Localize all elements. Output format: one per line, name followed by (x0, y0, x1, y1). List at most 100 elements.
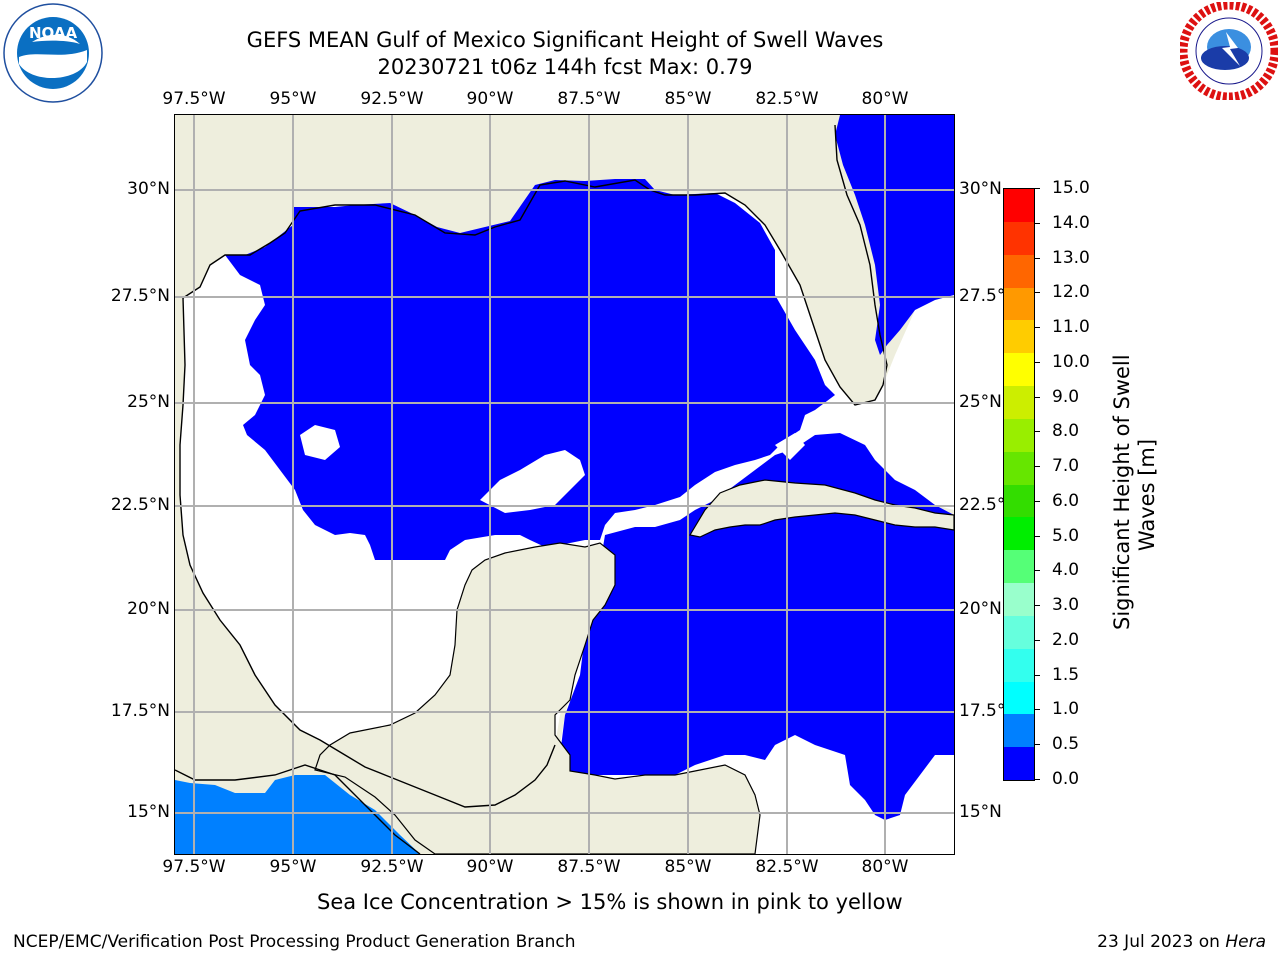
swell-field-pacific (175, 775, 420, 854)
colorbar-segment (1004, 583, 1034, 616)
colorbar-tick-mark (1034, 396, 1040, 398)
colorbar-tick-mark (1034, 327, 1040, 329)
pacific-coastline (174, 764, 421, 855)
colorbar-tick-mark (1034, 431, 1040, 433)
mexico-coastline (179, 297, 556, 808)
footer-machine: Hera (1225, 932, 1266, 952)
lon-label-bottom: 82.5°W (755, 857, 819, 877)
colorbar-segment (1004, 221, 1034, 255)
atlantic-ocean (835, 115, 954, 355)
lat-label-left: 30°N (127, 179, 170, 199)
map-border (174, 114, 955, 855)
colorbar-tick-label: 2.0 (1052, 629, 1080, 650)
lon-label-top: 95°W (269, 89, 317, 109)
lon-label-bottom: 90°W (466, 857, 514, 877)
map-canvas (174, 115, 955, 855)
colorbar-segment (1004, 517, 1034, 551)
lat-label-right: 30°N (959, 179, 1002, 199)
colorbar-segment (1004, 418, 1034, 452)
colorbar (1003, 188, 1035, 781)
colorbar-tick-mark (1034, 466, 1040, 468)
swell-gap (300, 425, 340, 460)
colorbar-tick-mark (1034, 292, 1040, 294)
colorbar-tick-label: 1.0 (1052, 699, 1080, 720)
lat-label-right: 20°N (959, 599, 1002, 619)
lon-label-bottom: 97.5°W (162, 857, 226, 877)
colorbar-tick-label: 0.5 (1052, 734, 1080, 755)
colorbar-segment (1004, 353, 1034, 387)
colorbar-tick-label: 3.0 (1052, 595, 1080, 616)
colorbar-segment (1004, 648, 1034, 682)
colorbar-tick-mark (1034, 779, 1040, 780)
colorbar-tick-label: 11.0 (1052, 317, 1090, 338)
noaa-logo-text: NOAA (29, 24, 78, 42)
colorbar-tick-mark (1034, 361, 1040, 363)
swell-gap (480, 450, 585, 513)
colorbar-tick-label: 10.0 (1052, 351, 1090, 372)
chart-subtitle: 20230721 t06z 144h fcst Max: 0.79 (377, 55, 753, 79)
colorbar-segment (1004, 550, 1034, 584)
colorbar-tick-mark (1034, 535, 1040, 537)
lon-label-top: 82.5°W (755, 89, 819, 109)
colorbar-tick-mark (1034, 709, 1040, 711)
colorbar-tick-label: 12.0 (1052, 282, 1090, 303)
map-gridlines (175, 115, 954, 854)
lat-label-left: 25°N (127, 392, 170, 412)
lon-label-bottom: 85°W (664, 857, 712, 877)
colorbar-segment (1004, 320, 1034, 354)
cuba-land (689, 479, 955, 538)
colorbar-tick-mark (1034, 188, 1040, 189)
colorbar-tick-mark (1034, 222, 1040, 224)
colorbar-tick-mark (1034, 500, 1040, 502)
colorbar-tick-label: 7.0 (1052, 456, 1080, 477)
colorbar-tick-mark (1034, 744, 1040, 746)
colorbar-tick-mark (1034, 674, 1040, 676)
colorbar-segment (1004, 615, 1034, 649)
swell-field-caribbean (560, 433, 954, 820)
colorbar-tick-mark (1034, 639, 1040, 641)
noaa-logo: NOAA (2, 2, 104, 104)
colorbar-segment (1004, 386, 1034, 419)
colorbar-tick-label: 14.0 (1052, 212, 1090, 233)
lon-label-bottom: 87.5°W (557, 857, 621, 877)
lat-label-right: 15°N (959, 802, 1002, 822)
colorbar-label: Significant Height of Swell Waves [m] (1110, 354, 1160, 630)
colorbar-tick-label: 9.0 (1052, 386, 1080, 407)
map-panel (174, 115, 955, 855)
chart-title: GEFS MEAN Gulf of Mexico Significant Hei… (246, 28, 884, 52)
colorbar-tick-label: 0.0 (1052, 769, 1080, 789)
colorbar-segment (1004, 484, 1034, 518)
swell-field-gulf (225, 179, 835, 560)
colorbar-tick-label: 13.0 (1052, 247, 1090, 268)
colorbar-tick-label: 5.0 (1052, 525, 1080, 546)
colorbar-tick-label: 6.0 (1052, 490, 1080, 511)
colorbar-tick-mark (1034, 605, 1040, 607)
colorbar-segment (1004, 254, 1034, 288)
colorbar-segment (1004, 287, 1034, 321)
colorbar-tick-mark (1034, 570, 1040, 572)
lon-label-top: 85°W (664, 89, 712, 109)
lon-label-bottom: 80°W (861, 857, 909, 877)
swell-gap (775, 433, 805, 460)
colorbar-tick-label: 4.0 (1052, 560, 1080, 581)
colorbar-label-line1: Significant Height of Swell (1110, 354, 1134, 630)
footer-left: NCEP/EMC/Verification Post Processing Pr… (13, 932, 576, 952)
sea-ice-note: Sea Ice Concentration > 15% is shown in … (317, 890, 903, 914)
colorbar-segment (1004, 747, 1034, 780)
colorbar-label-line2: Waves [m] (1135, 438, 1159, 552)
colorbar-segment (1004, 714, 1034, 748)
lat-label-left: 17.5°N (110, 701, 170, 721)
lat-label-left: 27.5°N (110, 286, 170, 306)
lon-label-top: 80°W (861, 89, 909, 109)
colorbar-tick-label: 15.0 (1052, 178, 1090, 198)
lat-label-left: 15°N (127, 802, 170, 822)
lat-label-left: 20°N (127, 599, 170, 619)
colorbar-tick-label: 8.0 (1052, 421, 1080, 442)
colorbar-segment (1004, 451, 1034, 485)
lat-label-left: 22.5°N (110, 495, 170, 515)
lon-label-bottom: 95°W (269, 857, 317, 877)
colorbar-segment (1004, 189, 1034, 222)
lon-label-top: 90°W (466, 89, 514, 109)
colorbar-segment (1004, 681, 1034, 715)
footer-right: 23 Jul 2023 on Hera (1097, 932, 1266, 952)
